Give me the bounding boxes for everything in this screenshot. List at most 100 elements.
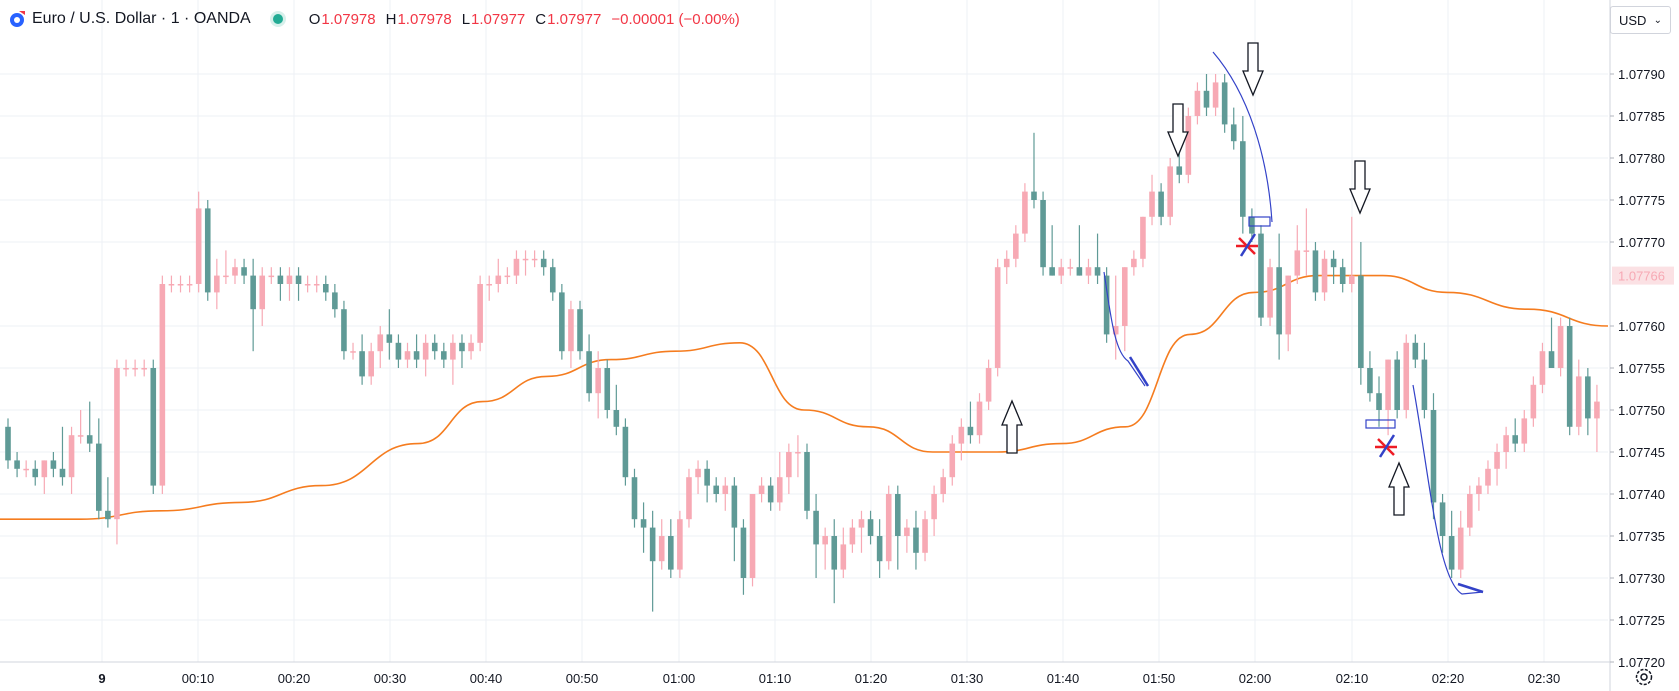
candle[interactable] (50, 452, 57, 478)
candle[interactable] (1348, 216, 1355, 293)
candle[interactable] (114, 359, 120, 545)
candle[interactable] (795, 435, 801, 478)
candle[interactable] (168, 275, 175, 293)
candle[interactable] (949, 435, 956, 486)
candle[interactable] (586, 334, 592, 402)
candle[interactable] (758, 477, 765, 503)
candle[interactable] (1194, 82, 1201, 125)
candle[interactable] (686, 468, 692, 528)
up-arrow-icon[interactable] (1001, 399, 1023, 454)
candle[interactable] (840, 527, 847, 578)
candle[interactable] (1185, 107, 1192, 184)
candle[interactable] (1467, 485, 1473, 536)
candle[interactable] (295, 267, 302, 301)
candle[interactable] (359, 334, 365, 385)
candle[interactable] (767, 477, 774, 511)
candle[interactable] (604, 359, 611, 419)
candle[interactable] (1167, 158, 1173, 226)
down-arrow-icon[interactable] (1167, 103, 1189, 158)
candle[interactable] (1367, 351, 1373, 402)
price-axis[interactable]: 1.07790 1.07785 1.07780 1.07775 1.07770 1.077… (1610, 67, 1674, 670)
candle[interactable] (1294, 225, 1301, 284)
time-axis[interactable]: 9 00:10 00:20 00:30 00:40 00:50 01:00 01:10 01:2… (98, 671, 1560, 686)
candle[interactable] (1076, 225, 1083, 276)
candle[interactable] (677, 510, 683, 578)
candle[interactable] (1203, 74, 1210, 116)
candle[interactable] (695, 460, 701, 494)
candle[interactable] (1339, 258, 1346, 293)
candle[interactable] (1321, 250, 1328, 301)
candle[interactable] (304, 275, 311, 293)
candle[interactable] (1003, 250, 1010, 284)
candle[interactable] (1312, 242, 1319, 301)
candle[interactable] (976, 393, 983, 444)
candle[interactable] (1230, 107, 1237, 150)
candle[interactable] (59, 426, 66, 486)
candle[interactable] (549, 258, 556, 301)
candle[interactable] (177, 275, 184, 293)
candle[interactable] (1258, 225, 1264, 326)
candle[interactable] (159, 275, 166, 494)
candle[interactable] (504, 267, 511, 284)
candle[interactable] (1040, 191, 1046, 276)
candle[interactable] (786, 443, 792, 494)
candle[interactable] (722, 477, 729, 511)
down-arrow-icon[interactable] (1349, 160, 1371, 215)
candle[interactable] (740, 519, 747, 595)
candle[interactable] (1421, 342, 1428, 419)
candle[interactable] (1512, 418, 1519, 452)
candle[interactable] (1548, 317, 1555, 368)
candle[interactable] (568, 300, 574, 368)
candle[interactable] (150, 359, 157, 494)
candle[interactable] (577, 300, 583, 360)
candle[interactable] (913, 510, 919, 570)
candle[interactable] (858, 510, 865, 553)
candle[interactable] (1330, 250, 1337, 284)
candle[interactable] (322, 275, 329, 301)
candle[interactable] (813, 494, 819, 578)
candle[interactable] (1103, 267, 1110, 343)
candle[interactable] (486, 275, 493, 301)
candle[interactable] (214, 258, 220, 310)
candle[interactable] (195, 191, 202, 293)
candle[interactable] (613, 384, 620, 436)
candle[interactable] (1067, 258, 1074, 276)
candle[interactable] (1539, 342, 1546, 394)
candle[interactable] (1049, 225, 1055, 276)
candle[interactable] (241, 258, 247, 284)
candle[interactable] (1031, 132, 1037, 209)
candle[interactable] (1285, 275, 1292, 352)
candle[interactable] (1249, 208, 1255, 242)
candle[interactable] (904, 519, 910, 553)
candle[interactable] (468, 334, 474, 360)
currency-dropdown[interactable]: USD ⌄ (1610, 6, 1671, 34)
candle[interactable] (1403, 334, 1410, 419)
candle[interactable] (994, 258, 1001, 377)
candle[interactable] (404, 342, 411, 368)
candle[interactable] (86, 401, 93, 452)
candle[interactable] (876, 519, 883, 578)
candle[interactable] (105, 477, 111, 528)
candle[interactable] (277, 267, 284, 301)
candle[interactable] (595, 351, 601, 419)
candle[interactable] (232, 258, 238, 284)
down-arrow-icon[interactable] (1242, 42, 1264, 97)
annotation-curve[interactable] (1412, 384, 1484, 595)
candle[interactable] (268, 267, 275, 284)
candle[interactable] (1566, 317, 1573, 436)
candle[interactable] (749, 494, 756, 587)
candle[interactable] (1094, 233, 1101, 284)
candle[interactable] (1085, 258, 1092, 284)
candle[interactable] (1585, 368, 1591, 436)
up-arrow-icon[interactable] (1388, 461, 1410, 516)
candle[interactable] (704, 460, 710, 503)
candle[interactable] (1240, 116, 1246, 234)
candle[interactable] (731, 477, 738, 562)
candle[interactable] (32, 460, 39, 486)
annotation-box[interactable] (1248, 216, 1271, 227)
candle[interactable] (985, 359, 992, 410)
candle[interactable] (459, 334, 465, 368)
candle[interactable] (1530, 376, 1537, 427)
candle[interactable] (713, 477, 720, 503)
